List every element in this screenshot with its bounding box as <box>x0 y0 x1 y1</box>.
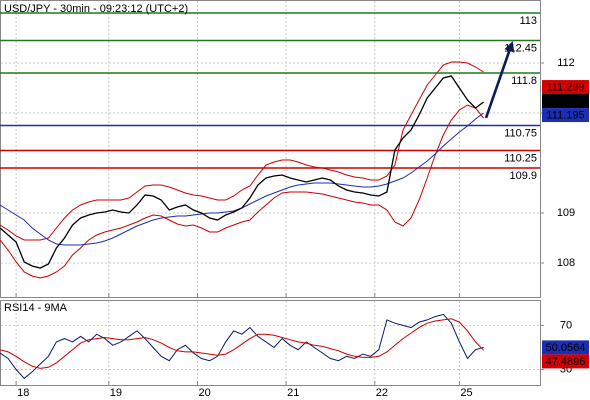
main-panel <box>0 0 541 298</box>
series-line <box>0 75 484 269</box>
price-box <box>542 80 589 95</box>
y-tick-label: 108 <box>557 257 575 269</box>
series-line <box>0 61 484 241</box>
y-tick-label: 109 <box>557 207 575 219</box>
price-box-label: 111.195 <box>546 109 584 121</box>
x-tick-label: 18 <box>17 387 29 399</box>
forecast-arrow <box>484 41 515 119</box>
x-tick-label: 25 <box>460 387 472 399</box>
price-box <box>542 108 589 123</box>
x-tick-label: 19 <box>110 387 122 399</box>
last-value-box <box>542 354 589 369</box>
level-label: 110.75 <box>504 127 537 139</box>
y-tick-label: 112 <box>557 57 575 69</box>
series-line <box>0 313 484 380</box>
level-label: 113 <box>519 15 537 27</box>
price-box-label: 111.299 <box>546 81 584 93</box>
rsi-title: RSI14 - 9MA <box>4 302 68 314</box>
x-tick-label: 21 <box>287 387 299 399</box>
level-label: 110.25 <box>504 152 537 164</box>
series-line <box>0 104 484 279</box>
x-tick-label: 20 <box>198 387 210 399</box>
rsi-panel <box>0 300 541 386</box>
price-box-label: 111.239 <box>546 95 584 107</box>
chart-title: USD/JPY - 30min - 09:23:12 (UTC+2) <box>4 3 188 15</box>
last-value-label: 50.0564 <box>546 342 586 354</box>
last-value-box <box>542 340 589 355</box>
level-label: 109.9 <box>509 170 537 182</box>
price-box <box>542 94 589 109</box>
last-value-label: 47.4896 <box>546 356 586 368</box>
level-label: 111.8 <box>511 75 537 87</box>
series-line <box>0 318 484 369</box>
y-tick-label: 70 <box>560 319 572 331</box>
x-tick-label: 22 <box>376 387 388 399</box>
